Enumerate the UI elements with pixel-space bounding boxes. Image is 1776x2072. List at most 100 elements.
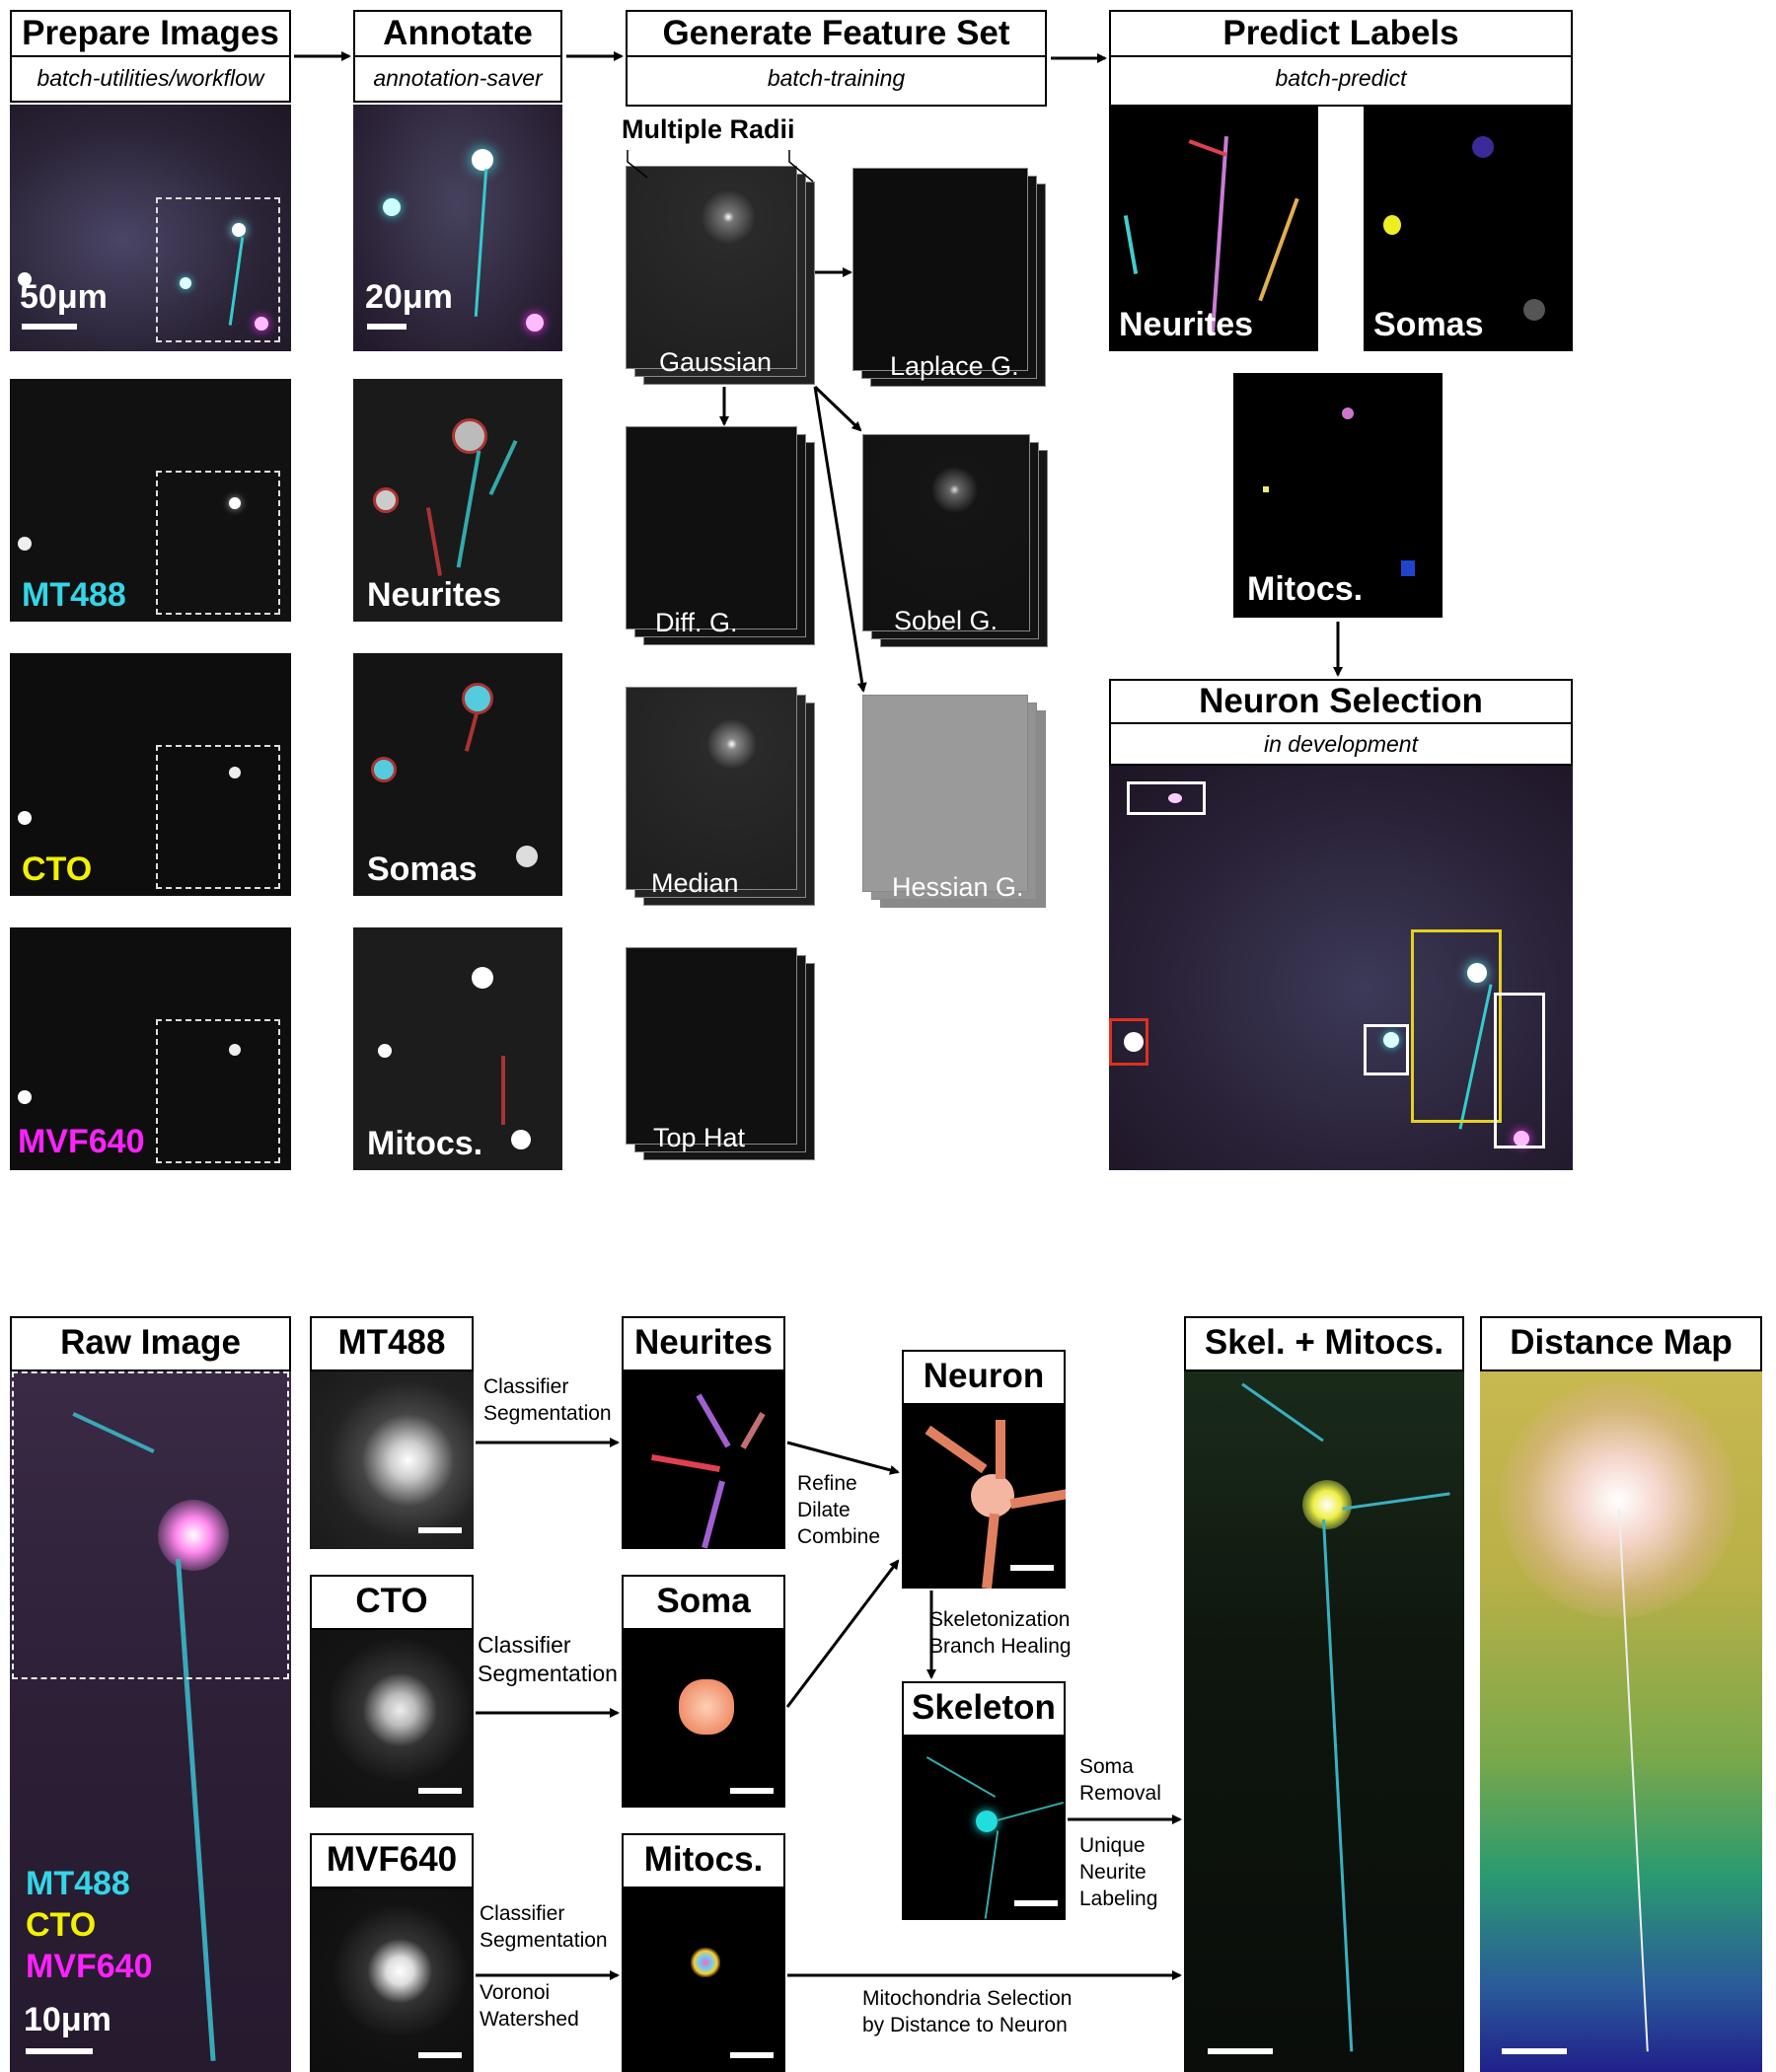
prepare-channel-mvf640: MVF640 [18,1123,145,1160]
channel-mt488-image [310,1371,474,1549]
predict-somas-image [1364,107,1573,351]
prepare-images-subtitle: batch-utilities/workflow [12,55,289,99]
distance-map-scale-bar [1502,2048,1567,2054]
mitocs-output-image [622,1888,785,2072]
note-voronoi: Voronoi [480,1981,551,2004]
raw-image [10,1371,291,2072]
prepare-cto-image [10,653,291,896]
note-labeling: Labeling [1079,1887,1158,1910]
predict-label-mitocs: Mitocs. [1247,570,1364,608]
prepare-images-title: Prepare Images [22,14,279,52]
prepare-scale-bar [22,324,77,330]
note-neurite: Neurite [1079,1861,1147,1884]
predict-label-somas: Somas [1373,306,1484,343]
prepare-channel-cto: CTO [22,851,93,888]
predict-labels-title: Predict Labels [1222,14,1459,52]
raw-scale-bar [26,2048,93,2054]
prepare-composite-image [10,105,291,351]
note-segmentation-1: Segmentation [483,1402,612,1425]
selection-box-yellow [1411,929,1502,1123]
neuron-selection-subtitle: in development [1111,722,1571,764]
mitocs-scale-bar [730,2052,774,2058]
selection-box-middle [1364,1024,1409,1075]
annotate-title: Annotate [383,14,533,52]
note-soma: Soma [1079,1755,1134,1778]
multiple-radii-label: Multiple Radii [622,114,795,144]
predict-neurites-image [1109,107,1318,351]
skeleton-scale-bar [1014,1900,1058,1906]
prepare-channel-mt488: MT488 [22,576,126,614]
note-segmentation-2: Segmentation [478,1661,618,1686]
raw-image-header: Raw Image [10,1316,291,1371]
distance-map-header: Distance Map [1480,1316,1762,1371]
channel-cto-image [310,1630,474,1808]
note-classifier-2: Classifier [478,1632,571,1658]
note-classifier-1: Classifier [483,1375,569,1398]
neurites-output-header: Neurites [622,1316,785,1371]
note-unique: Unique [1079,1834,1146,1857]
note-classifier-3: Classifier [480,1902,565,1925]
note-mito-selection: Mitochondria Selection [862,1987,1073,2010]
mvf640-scale-bar [418,2052,462,2058]
annotate-label-somas: Somas [367,851,478,888]
skeleton-title: Skeleton [912,1688,1056,1727]
mt488-scale-bar [418,1527,462,1533]
predict-label-neurites: Neurites [1119,306,1254,343]
neuron-selection-title: Neuron Selection [1199,682,1483,720]
prepare-crop-box [156,197,280,342]
filter-gaussian: Gaussian [659,347,773,377]
filter-hessian: Hessian G. [892,872,1024,902]
filter-laplace: Laplace G. [890,351,1019,381]
prepare-images-header: Prepare Images batch-utilities/workflow [10,10,291,103]
mt488-crop-box [156,471,280,615]
note-mito-distance: by Distance to Neuron [862,2014,1068,2036]
raw-image-title: Raw Image [60,1323,241,1362]
predict-labels-header: Predict Labels batch-predict [1109,10,1573,107]
channel-cto-header: CTO [310,1575,474,1630]
channel-mt488-header: MT488 [310,1316,474,1371]
note-branch-healing: Branch Healing [929,1635,1072,1658]
annotate-header: Annotate annotation-saver [353,10,562,103]
filter-tophat: Top Hat [653,1123,746,1152]
note-segmentation-3: Segmentation [480,1929,608,1952]
skel-mitocs-title: Skel. + Mitocs. [1204,1323,1444,1362]
predict-labels-subtitle: batch-predict [1111,55,1571,99]
channel-mvf640-title: MVF640 [326,1840,458,1879]
annotate-somas-image [353,653,562,896]
note-refine: Refine [797,1472,857,1495]
predict-mitocs-image [1233,373,1443,618]
filter-diffg: Diff. G. [655,608,738,637]
soma-scale-bar [730,1788,774,1794]
raw-scale-label: 10μm [24,2001,111,2038]
annotate-scale-label: 20μm [365,278,453,316]
channel-mt488-title: MT488 [337,1323,446,1362]
skel-mitocs-scale-bar [1208,2048,1273,2054]
distance-map-title: Distance Map [1510,1323,1733,1362]
soma-output-header: Soma [622,1575,785,1630]
neuron-selection-header: Neuron Selection in development [1109,679,1573,766]
annotate-mitocs-image [353,927,562,1170]
feature-set-subtitle: batch-training [628,55,1045,99]
raw-channel-mt488: MT488 [26,1865,130,1902]
cto-crop-box [156,745,280,889]
filter-median: Median [651,868,739,898]
skeleton-header: Skeleton [902,1681,1066,1737]
feature-set-header: Generate Feature Set batch-training [626,10,1047,107]
prepare-mvf640-image [10,927,291,1170]
neurites-output-title: Neurites [633,1323,774,1362]
selection-box-top-left [1127,781,1206,815]
annotate-label-neurites: Neurites [367,576,502,614]
prepare-scale-label: 50μm [20,278,108,316]
mitocs-output-title: Mitocs. [643,1840,764,1879]
distance-map-image [1480,1371,1762,2072]
annotate-neurites-image [353,379,562,622]
soma-output-image [622,1630,785,1808]
skel-mitocs-header: Skel. + Mitocs. [1184,1316,1464,1371]
neuron-scale-bar [1010,1565,1054,1571]
mitocs-output-header: Mitocs. [622,1833,785,1888]
skel-mitocs-image [1184,1371,1464,2072]
selection-box-red [1109,1018,1148,1066]
annotate-scale-bar [367,324,407,330]
note-skeletonization: Skeletonization [929,1608,1071,1631]
